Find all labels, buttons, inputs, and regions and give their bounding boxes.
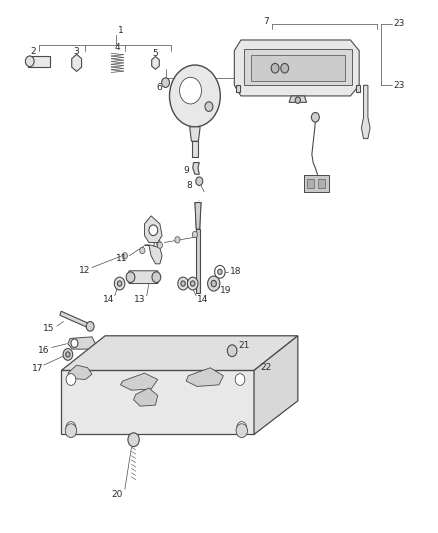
Circle shape — [215, 265, 225, 278]
Text: 12: 12 — [79, 266, 90, 274]
Text: 10: 10 — [151, 240, 162, 248]
Text: 1: 1 — [117, 26, 124, 35]
Polygon shape — [234, 40, 359, 96]
Text: 4: 4 — [115, 44, 120, 52]
Circle shape — [63, 349, 73, 360]
Text: 23: 23 — [393, 81, 404, 90]
Circle shape — [181, 281, 185, 286]
Circle shape — [66, 422, 76, 433]
Circle shape — [149, 225, 158, 236]
Bar — [307, 179, 314, 188]
Circle shape — [236, 424, 247, 438]
Text: 5: 5 — [152, 49, 159, 58]
Circle shape — [218, 269, 222, 274]
Polygon shape — [120, 373, 158, 390]
Circle shape — [211, 280, 216, 287]
Polygon shape — [289, 96, 307, 102]
Polygon shape — [361, 85, 370, 139]
Polygon shape — [61, 370, 254, 434]
Text: 8: 8 — [186, 181, 192, 190]
Bar — [251, 55, 345, 81]
Circle shape — [25, 56, 34, 67]
Circle shape — [180, 77, 201, 104]
Text: 14: 14 — [103, 295, 114, 304]
Polygon shape — [145, 216, 162, 243]
Polygon shape — [356, 85, 360, 92]
Circle shape — [192, 231, 198, 238]
Polygon shape — [195, 203, 201, 229]
Circle shape — [157, 242, 162, 248]
Circle shape — [235, 374, 245, 385]
Circle shape — [227, 345, 237, 357]
Polygon shape — [193, 163, 199, 174]
Circle shape — [237, 422, 247, 433]
Circle shape — [295, 97, 300, 103]
Circle shape — [178, 277, 188, 290]
Polygon shape — [72, 54, 81, 71]
Circle shape — [271, 63, 279, 73]
Text: 14: 14 — [197, 295, 208, 304]
Polygon shape — [196, 229, 200, 293]
Text: 3: 3 — [74, 47, 80, 56]
Circle shape — [311, 112, 319, 122]
Text: 6: 6 — [156, 84, 162, 92]
Bar — [304, 175, 328, 192]
Circle shape — [162, 78, 170, 87]
Circle shape — [126, 272, 135, 282]
Circle shape — [196, 177, 203, 185]
Text: 21: 21 — [239, 341, 250, 350]
Polygon shape — [190, 127, 200, 141]
Circle shape — [117, 281, 122, 286]
Bar — [244, 49, 352, 85]
Polygon shape — [60, 311, 91, 328]
Text: 22: 22 — [261, 364, 272, 372]
Circle shape — [65, 424, 77, 438]
Circle shape — [152, 272, 161, 282]
Circle shape — [114, 277, 125, 290]
Circle shape — [170, 65, 220, 127]
Circle shape — [140, 247, 145, 254]
Circle shape — [281, 63, 289, 73]
Text: 9: 9 — [183, 166, 189, 175]
Text: 7: 7 — [263, 17, 269, 26]
Circle shape — [205, 102, 213, 111]
Text: 2: 2 — [30, 47, 35, 55]
Circle shape — [71, 339, 78, 348]
Text: 17: 17 — [32, 365, 43, 373]
Polygon shape — [28, 56, 50, 67]
Circle shape — [175, 237, 180, 243]
Text: 15: 15 — [43, 325, 55, 333]
Text: 13: 13 — [134, 295, 145, 304]
Polygon shape — [68, 337, 95, 349]
Polygon shape — [254, 336, 298, 434]
Polygon shape — [236, 85, 240, 92]
Polygon shape — [134, 388, 158, 406]
Polygon shape — [186, 368, 223, 386]
Text: 18: 18 — [230, 268, 241, 276]
Polygon shape — [192, 141, 198, 157]
Polygon shape — [145, 245, 162, 264]
Text: 20: 20 — [112, 490, 123, 499]
Polygon shape — [68, 365, 92, 379]
Text: 19: 19 — [220, 286, 231, 295]
Text: 23: 23 — [393, 20, 404, 28]
Circle shape — [191, 281, 195, 286]
Circle shape — [66, 352, 70, 357]
Circle shape — [66, 374, 76, 385]
Circle shape — [122, 253, 127, 259]
Circle shape — [208, 276, 220, 291]
Text: 16: 16 — [38, 346, 49, 354]
Polygon shape — [61, 336, 298, 370]
Polygon shape — [152, 56, 159, 69]
Text: 11: 11 — [116, 254, 127, 263]
Circle shape — [187, 277, 198, 290]
Polygon shape — [127, 271, 160, 284]
Circle shape — [128, 433, 139, 447]
Bar — [318, 179, 325, 188]
Circle shape — [86, 321, 94, 331]
